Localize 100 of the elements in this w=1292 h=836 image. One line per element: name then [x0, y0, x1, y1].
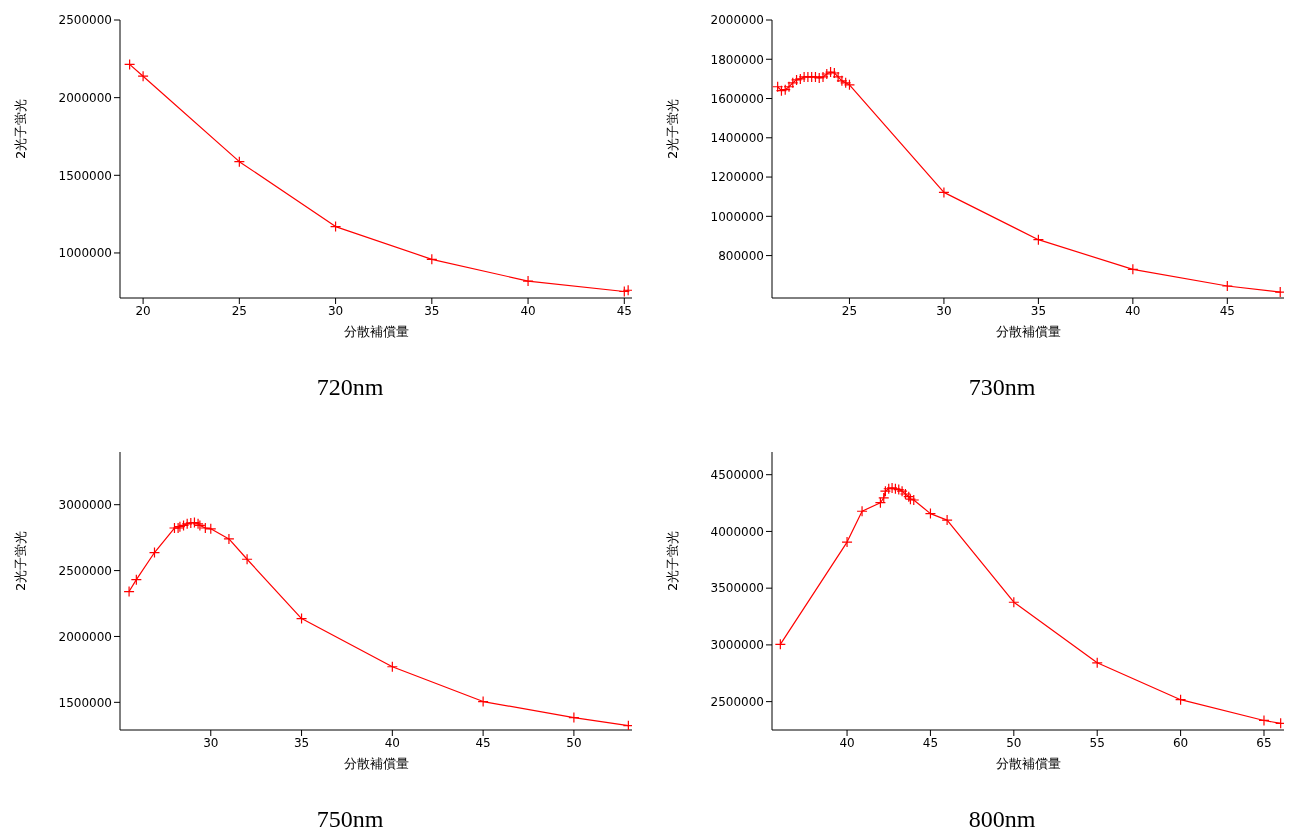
x-tick-label: 60 [1172, 735, 1189, 750]
text: 750nm [315, 806, 385, 833]
point [329, 220, 342, 233]
point [817, 71, 829, 83]
text: 800nm [967, 806, 1037, 833]
x-tick-label: 40 [384, 735, 400, 750]
point [856, 505, 868, 517]
x-tick-label: 35 [1030, 303, 1047, 318]
x-axis-title: 分散補償量 [343, 756, 409, 771]
point [774, 638, 786, 650]
x-tick-label: 35 [293, 735, 310, 750]
x-tick-label: 45 [616, 303, 632, 318]
point [790, 74, 803, 86]
point [622, 284, 632, 296]
x-tick-label: 40 [520, 303, 536, 318]
x-tick-label: 40 [839, 735, 855, 750]
point [813, 72, 825, 84]
point [130, 574, 142, 586]
point [618, 285, 630, 298]
point [828, 67, 840, 79]
y-tick-label: 3000000 [58, 497, 112, 512]
y-tick-label: 1500000 [58, 695, 112, 710]
x-tick-label: 20 [135, 303, 151, 318]
x-tick-label: 35 [424, 303, 440, 318]
text: 730nm [967, 374, 1037, 401]
point [148, 546, 161, 559]
point [841, 536, 853, 548]
point [1008, 596, 1020, 608]
point [568, 712, 580, 724]
x-tick-label: 45 [922, 735, 939, 750]
point [787, 77, 799, 89]
point [794, 73, 806, 85]
point [233, 156, 245, 168]
x-tick-label: 65 [1256, 735, 1272, 750]
y-tick-label: 1500000 [58, 168, 112, 183]
y-axis-title: 2光子蛍光 [12, 530, 28, 591]
y-tick-label: 2000000 [710, 13, 764, 28]
y-tick-label: 1400000 [710, 131, 764, 146]
point [1221, 280, 1233, 292]
point [124, 58, 136, 71]
x-tick-label: 25 [231, 303, 247, 318]
point [1274, 286, 1284, 298]
y-axis-title: 2光子蛍光 [664, 98, 680, 159]
point [123, 585, 135, 598]
y-tick-label: 2500000 [710, 694, 764, 709]
point [477, 695, 489, 708]
point [874, 497, 886, 509]
x-tick-label: 45 [475, 735, 491, 750]
point [223, 533, 235, 545]
y-tick-label: 1600000 [710, 91, 764, 106]
point [938, 186, 950, 198]
point [821, 68, 833, 80]
y-tick-label: 3000000 [710, 638, 764, 653]
y-tick-label: 1000000 [710, 209, 764, 224]
x-tick-label: 30 [327, 303, 344, 318]
point [622, 720, 632, 730]
point [779, 84, 791, 96]
y-tick-label: 1000000 [58, 246, 112, 261]
point [924, 508, 937, 520]
point [775, 85, 788, 97]
point [941, 514, 953, 526]
point [426, 253, 438, 265]
point [772, 81, 784, 93]
x-tick-label: 40 [1125, 303, 1141, 318]
point [205, 523, 217, 535]
text: 720nm [315, 374, 385, 401]
y-tick-label: 3500000 [710, 581, 764, 596]
point [295, 612, 308, 625]
x-tick-label: 30 [203, 735, 219, 750]
x-tick-label: 50 [566, 735, 582, 750]
x-tick-label: 45 [1219, 303, 1235, 318]
y-tick-label: 4500000 [710, 467, 764, 482]
y-tick-label: 2500000 [58, 13, 112, 28]
y-tick-label: 800000 [718, 248, 764, 263]
point [879, 485, 892, 497]
y-tick-label: 2000000 [58, 629, 112, 644]
point [522, 275, 534, 287]
point [1091, 657, 1103, 669]
point [783, 81, 795, 93]
y-tick-label: 2500000 [58, 563, 112, 578]
point [241, 553, 253, 565]
y-tick-label: 2000000 [58, 90, 112, 105]
y-axis-title: 2光子蛍光 [664, 530, 680, 591]
point [386, 661, 398, 673]
y-tick-label: 1800000 [710, 52, 764, 67]
x-axis-title: 分散補償量 [343, 324, 409, 339]
x-tick-label: 50 [1006, 735, 1022, 750]
point [1032, 234, 1044, 246]
x-tick-label: 55 [1089, 735, 1105, 750]
x-axis-title: 分散補償量 [995, 324, 1061, 339]
x-tick-label: 25 [841, 303, 858, 318]
x-axis-title: 分散補償量 [995, 756, 1061, 771]
y-tick-label: 1200000 [710, 170, 764, 185]
point [1258, 714, 1270, 727]
point [137, 70, 149, 82]
y-axis-title: 2光子蛍光 [12, 98, 28, 159]
y-tick-label: 4000000 [710, 524, 764, 539]
x-tick-label: 30 [936, 303, 952, 318]
point [1175, 694, 1187, 706]
point [1127, 263, 1139, 275]
